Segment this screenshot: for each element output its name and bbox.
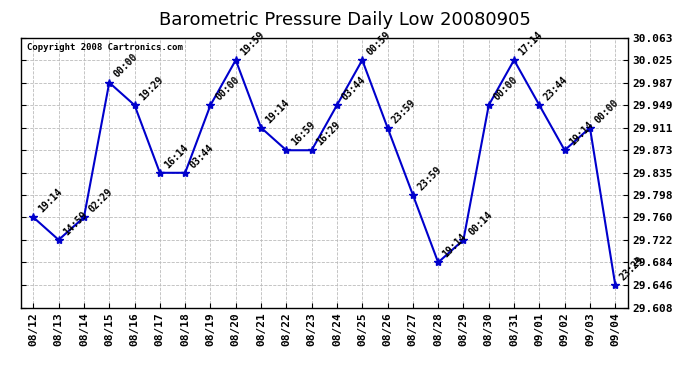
Text: 23:59: 23:59 [391,97,418,125]
Text: 23:29: 23:29 [618,254,646,282]
Text: 00:14: 00:14 [466,209,494,237]
Text: 00:59: 00:59 [365,29,393,57]
Text: 19:14: 19:14 [567,120,595,147]
Text: Barometric Pressure Daily Low 20080905: Barometric Pressure Daily Low 20080905 [159,11,531,29]
Text: 03:44: 03:44 [188,142,216,170]
Text: Copyright 2008 Cartronics.com: Copyright 2008 Cartronics.com [27,43,183,52]
Text: 16:29: 16:29 [315,120,342,147]
Text: 00:00: 00:00 [491,75,520,102]
Text: 19:59: 19:59 [239,29,266,57]
Text: 02:29: 02:29 [87,187,115,214]
Text: 19:14: 19:14 [264,97,292,125]
Text: 23:44: 23:44 [542,75,570,102]
Text: 00:00: 00:00 [112,52,140,80]
Text: 16:59: 16:59 [289,120,317,147]
Text: 03:44: 03:44 [339,75,368,102]
Text: 16:14: 16:14 [163,142,190,170]
Text: 00:00: 00:00 [213,75,241,102]
Text: 00:00: 00:00 [593,97,620,125]
Text: 14:59: 14:59 [61,209,89,237]
Text: 17:14: 17:14 [517,29,544,57]
Text: 19:14: 19:14 [36,187,64,214]
Text: 19:29: 19:29 [137,75,165,102]
Text: 23:59: 23:59 [415,164,444,192]
Text: 19:14: 19:14 [441,232,469,260]
